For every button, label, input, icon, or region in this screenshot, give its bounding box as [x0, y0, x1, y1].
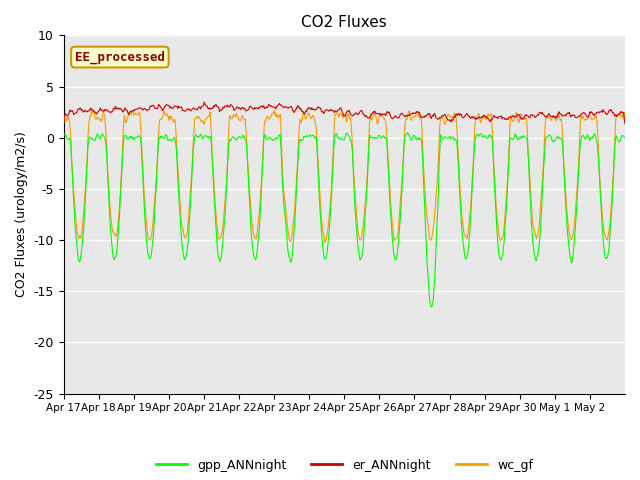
Legend: gpp_ANNnight, er_ANNnight, wc_gf: gpp_ANNnight, er_ANNnight, wc_gf — [150, 454, 538, 477]
Y-axis label: CO2 Fluxes (urology/m2/s): CO2 Fluxes (urology/m2/s) — [15, 132, 28, 298]
Text: EE_processed: EE_processed — [75, 50, 165, 64]
Title: CO2 Fluxes: CO2 Fluxes — [301, 15, 387, 30]
